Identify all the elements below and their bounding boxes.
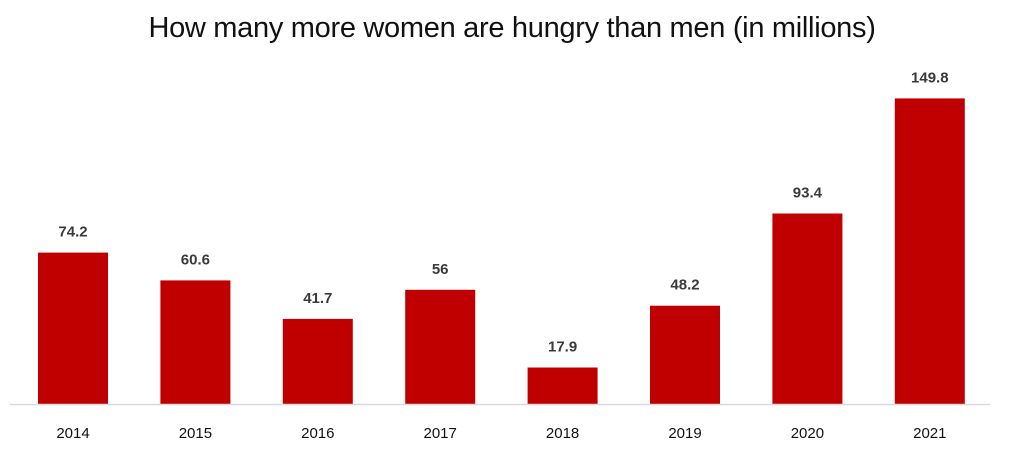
chart-title: How many more women are hungry than men … (148, 12, 876, 44)
value-labels-group: 74.2 60.6 41.7 56 17.9 48.2 93.4 149.8 (58, 69, 948, 355)
x-tick-label-2015: 2015 (179, 425, 212, 442)
x-tick-label-2021: 2021 (913, 425, 946, 442)
bar-2015 (160, 280, 231, 404)
value-label-2016: 41.7 (303, 290, 332, 307)
x-tick-label-2020: 2020 (791, 425, 824, 442)
x-tick-label-2018: 2018 (546, 425, 579, 442)
x-tick-label-2017: 2017 (424, 425, 457, 442)
value-label-2019: 48.2 (670, 277, 699, 294)
x-tick-labels-group: 2014 2015 2016 2017 2018 2019 2020 2021 (56, 425, 946, 442)
bar-2021 (894, 98, 965, 405)
x-tick-label-2014: 2014 (56, 425, 89, 442)
value-label-2018: 17.9 (548, 339, 577, 356)
value-label-2021: 149.8 (911, 69, 949, 86)
value-label-2017: 56 (432, 261, 449, 278)
bar-2017 (405, 289, 476, 404)
bar-2014 (38, 252, 108, 404)
bars-group (38, 98, 965, 405)
value-label-2020: 93.4 (793, 185, 823, 202)
x-tick-label-2019: 2019 (668, 425, 701, 442)
bar-2019 (650, 305, 720, 404)
bar-2018 (527, 367, 598, 404)
bar-2020 (772, 213, 843, 404)
value-label-2015: 60.6 (181, 251, 210, 268)
x-tick-label-2016: 2016 (301, 425, 334, 442)
value-label-2014: 74.2 (58, 224, 87, 241)
bar-2016 (282, 318, 353, 404)
